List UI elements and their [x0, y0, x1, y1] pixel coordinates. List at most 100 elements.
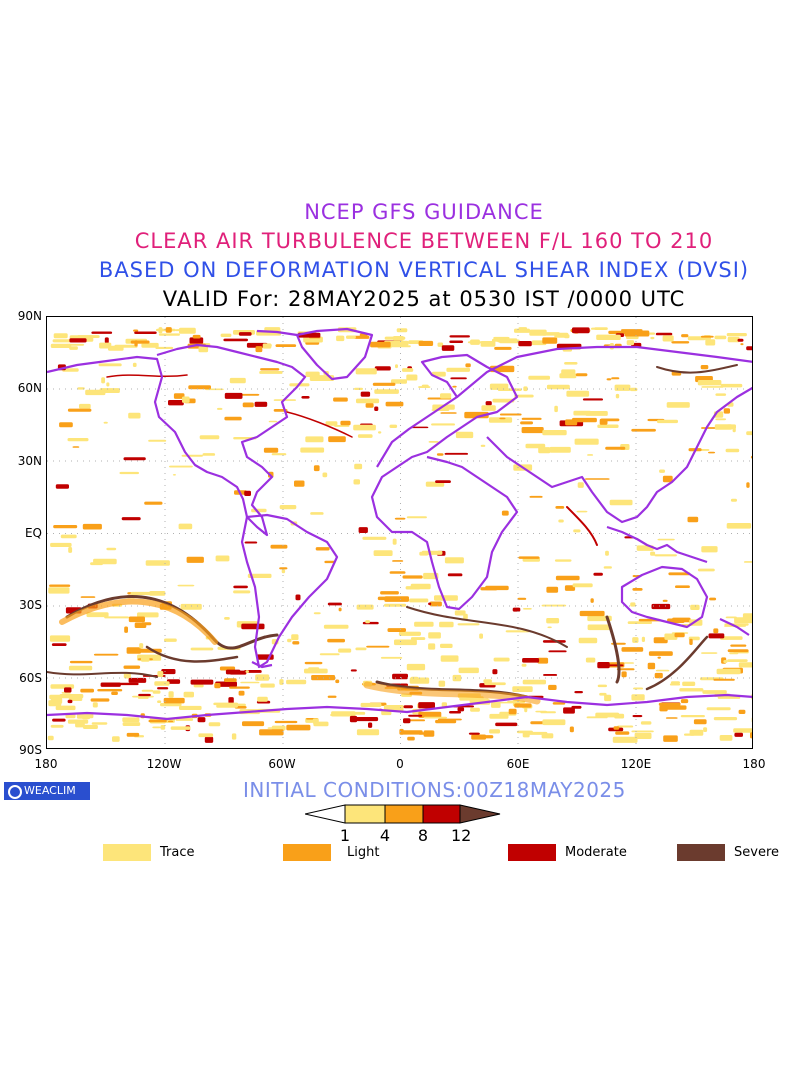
turbulence-patch: [520, 421, 533, 425]
legend-label-light: Light: [347, 845, 380, 860]
turbulence-patch: [193, 684, 204, 688]
turbulence-patch: [734, 617, 752, 624]
turbulence-patch: [315, 547, 330, 551]
turbulence-patch: [499, 417, 506, 420]
turbulence-patch: [701, 546, 718, 553]
turbulence-patch: [508, 708, 517, 715]
turbulence-patch: [80, 688, 94, 693]
x-label-60w: 60W: [268, 757, 296, 771]
turbulence-patch: [493, 657, 510, 662]
turbulence-patch: [59, 422, 73, 428]
turbulence-patch: [365, 620, 370, 624]
turbulence-patch: [287, 638, 292, 643]
turbulence-patch: [392, 538, 397, 545]
turbulence-patch: [480, 444, 486, 447]
turbulence-patch: [224, 678, 237, 682]
turbulence-patch: [548, 650, 567, 653]
turbulence-patch: [97, 689, 123, 692]
turbulence-patch: [617, 725, 634, 728]
turbulence-patch: [632, 588, 643, 591]
turbulence-patch: [499, 339, 520, 344]
turbulence-patch: [47, 735, 54, 741]
turbulence-patch: [452, 385, 457, 388]
turbulence-patch: [435, 719, 457, 724]
turbulence-patch: [224, 392, 243, 399]
turbulence-patch: [160, 725, 166, 730]
turbulence-patch: [304, 661, 323, 665]
turbulence-patch: [242, 721, 265, 727]
turbulence-patch: [402, 575, 423, 579]
x-label-180w: 180: [34, 757, 58, 771]
turbulence-patch: [612, 736, 638, 743]
turbulence-patch: [310, 512, 324, 515]
turbulence-patch: [701, 652, 718, 654]
turbulence-patch: [155, 346, 174, 349]
turbulence-patch: [669, 683, 681, 686]
turbulence-patch: [726, 333, 747, 337]
turbulence-patch: [542, 430, 567, 436]
turbulence-patch: [122, 722, 141, 726]
turbulence-patch: [655, 669, 670, 672]
turbulence-patch: [99, 342, 112, 349]
turbulence-patch: [392, 673, 408, 680]
turbulence-patch: [463, 613, 468, 620]
turbulence-patch: [662, 599, 668, 602]
turbulence-patch: [157, 687, 169, 690]
turbulence-patch: [90, 562, 103, 566]
turbulence-patch: [161, 669, 176, 675]
turbulence-patch: [60, 534, 77, 539]
turbulence-patch: [746, 431, 752, 436]
turbulence-patch: [596, 334, 621, 340]
turbulence-patch: [360, 391, 371, 397]
colorbar-moderate-bin: [422, 804, 461, 824]
turbulence-patch: [68, 665, 93, 671]
turbulence-patch: [609, 499, 633, 506]
turbulence-patch: [328, 436, 346, 443]
turbulence-patch: [434, 595, 458, 601]
turbulence-patch: [402, 368, 414, 372]
turbulence-patch: [599, 692, 607, 696]
turbulence-patch: [233, 585, 248, 589]
turbulence-patch: [50, 542, 72, 547]
turbulence-patch: [72, 446, 80, 448]
turbulence-patch: [274, 720, 298, 724]
turbulence-patch: [514, 703, 532, 708]
turbulence-patch: [576, 510, 588, 513]
turbulence-patch: [213, 702, 239, 706]
turbulence-patch: [730, 498, 737, 502]
turbulence-patch: [163, 697, 185, 704]
turbulence-patch: [708, 633, 725, 639]
turbulence-patch: [505, 630, 530, 633]
turbulence-patch: [140, 657, 150, 662]
turbulence-patch: [633, 687, 644, 690]
turbulence-patch: [372, 382, 396, 386]
turbulence-patch: [693, 719, 707, 725]
turbulence-patch: [353, 717, 379, 722]
turbulence-patch: [715, 418, 727, 421]
turbulence-patch: [92, 702, 98, 708]
turbulence-patch: [547, 626, 552, 629]
turbulence-patch: [69, 338, 87, 343]
turbulence-patch: [657, 538, 675, 541]
turbulence-patch: [291, 634, 299, 641]
turbulence-patch: [501, 510, 509, 516]
turbulence-patch: [587, 454, 594, 456]
turbulence-patch: [697, 568, 715, 572]
turbulence-patch: [679, 688, 704, 692]
turbulence-patch: [106, 547, 117, 551]
turbulence-patch: [631, 428, 656, 432]
turbulence-patch: [55, 705, 76, 711]
turbulence-patch: [208, 722, 221, 727]
y-label-90s: 90S: [19, 743, 42, 757]
turbulence-patch: [746, 482, 750, 488]
turbulence-patch: [370, 341, 391, 348]
turbulence-patch: [687, 516, 699, 523]
turbulence-patch: [563, 707, 575, 714]
turbulence-patch: [254, 401, 268, 407]
turbulence-patch: [374, 406, 379, 411]
turbulence-patch: [541, 604, 567, 607]
turbulence-patch: [405, 586, 421, 590]
turbulence-patch: [407, 736, 415, 741]
weaclim-badge-text: WEACLIM: [24, 784, 76, 797]
turbulence-patch: [362, 536, 387, 540]
